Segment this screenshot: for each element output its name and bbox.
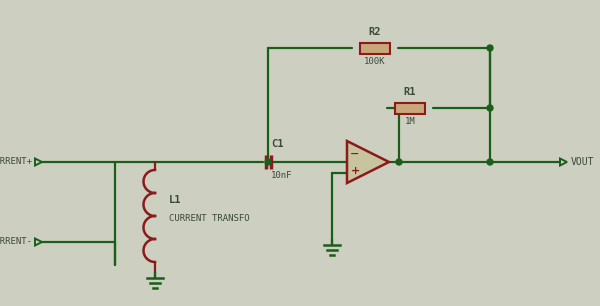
Text: CURRENT-: CURRENT-	[0, 237, 32, 247]
Text: −: −	[350, 148, 359, 159]
Text: L1: L1	[169, 195, 182, 205]
Text: VOUT: VOUT	[571, 157, 595, 167]
Circle shape	[487, 159, 493, 165]
Text: 1M: 1M	[404, 117, 415, 126]
Circle shape	[487, 105, 493, 111]
Bar	[360, 43, 390, 54]
Text: C1: C1	[271, 139, 284, 149]
Polygon shape	[347, 141, 389, 183]
Text: CURRENT+: CURRENT+	[0, 158, 32, 166]
Bar	[395, 103, 425, 114]
Text: CURRENT TRANSFO: CURRENT TRANSFO	[169, 214, 250, 223]
Text: 100K: 100K	[364, 57, 386, 66]
Text: R2: R2	[369, 27, 381, 37]
Circle shape	[265, 159, 271, 165]
Text: +: +	[350, 166, 359, 176]
Circle shape	[487, 45, 493, 51]
Circle shape	[396, 159, 402, 165]
Text: R1: R1	[404, 87, 416, 97]
Text: 10nF: 10nF	[271, 171, 293, 181]
